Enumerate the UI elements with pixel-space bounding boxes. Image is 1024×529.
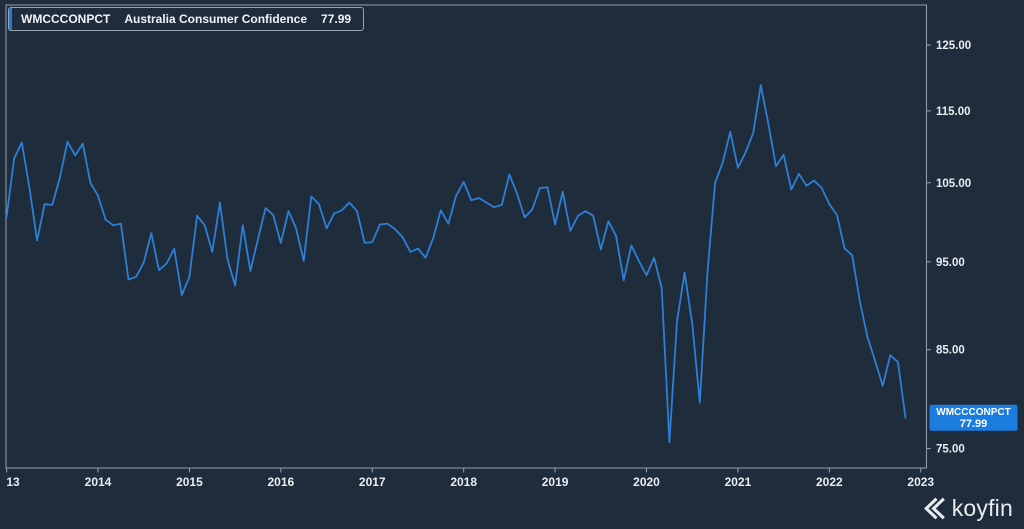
y-axis-label: 105.00 [936, 178, 971, 190]
legend-chip[interactable]: WMCCCONPCT Australia Consumer Confidence… [8, 7, 365, 31]
y-axis-label: 85.00 [936, 345, 965, 357]
badge-ticker: WMCCCONPCT [936, 407, 1010, 418]
x-axis-label: 2022 [816, 475, 843, 489]
legend-last-value: 77.99 [321, 12, 352, 26]
koyfin-logo-icon [923, 497, 945, 520]
x-axis-label: 2023 [907, 475, 934, 489]
koyfin-logo-text: koyfin [951, 495, 1013, 521]
legend-series-name: Australia Consumer Confidence [124, 12, 308, 26]
x-axis-label: 2020 [633, 475, 660, 489]
x-axis-label: 2019 [542, 475, 569, 489]
x-axis-label: 2018 [450, 475, 477, 489]
series-line[interactable] [5, 84, 907, 444]
y-axis-label: 125.00 [936, 40, 971, 52]
y-axis-label: 115.00 [936, 106, 971, 118]
badge-value: 77.99 [960, 418, 988, 430]
koyfin-logo: koyfin [923, 497, 1013, 520]
x-axis-label: 2014 [85, 475, 112, 489]
y-axis-label: 95.00 [936, 257, 965, 269]
legend-ticker: WMCCCONPCT [21, 12, 111, 26]
legend-accent-bar [9, 8, 12, 30]
x-axis-label: 13 [6, 475, 20, 489]
x-axis-label: 2016 [267, 475, 294, 489]
x-axis-label: 2015 [176, 475, 203, 489]
y-axis-label: 75.00 [936, 444, 965, 456]
x-axis-label: 2017 [359, 475, 386, 489]
plot-border [5, 4, 927, 469]
x-axis-label: 2021 [725, 475, 752, 489]
